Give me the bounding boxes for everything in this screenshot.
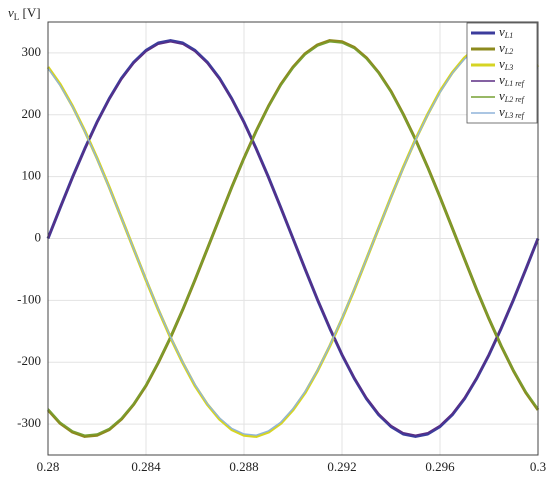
x-tick-label: 0.3 xyxy=(530,459,546,474)
legend-label: vL1 ref xyxy=(499,72,526,88)
y-tick-label: 300 xyxy=(22,44,42,59)
y-tick-label: 0 xyxy=(35,229,42,244)
x-tick-label: 0.284 xyxy=(131,459,161,474)
series-line xyxy=(47,41,539,436)
legend-label: vL3 xyxy=(499,56,513,72)
legend-label: vL2 xyxy=(499,40,513,56)
y-tick-label: -100 xyxy=(17,291,41,306)
series-line xyxy=(47,41,539,436)
y-tick-label: -200 xyxy=(17,353,41,368)
x-tick-label: 0.28 xyxy=(37,459,60,474)
legend-label: vL2 ref xyxy=(499,88,526,104)
plot-border xyxy=(47,21,539,456)
legend-box xyxy=(466,22,538,124)
x-tick-label: 0.292 xyxy=(327,459,356,474)
y-tick-label: -300 xyxy=(17,415,41,430)
y-tick-label: 200 xyxy=(22,106,42,121)
legend-label: vL1 xyxy=(499,24,513,40)
x-tick-label: 0.288 xyxy=(229,459,258,474)
x-tick-label: 0.296 xyxy=(425,459,455,474)
legend-label: vL3 ref xyxy=(499,104,526,120)
y-tick-label: 100 xyxy=(22,168,42,183)
y-axis-label: vL [V] xyxy=(8,5,41,22)
series-line xyxy=(47,41,539,436)
